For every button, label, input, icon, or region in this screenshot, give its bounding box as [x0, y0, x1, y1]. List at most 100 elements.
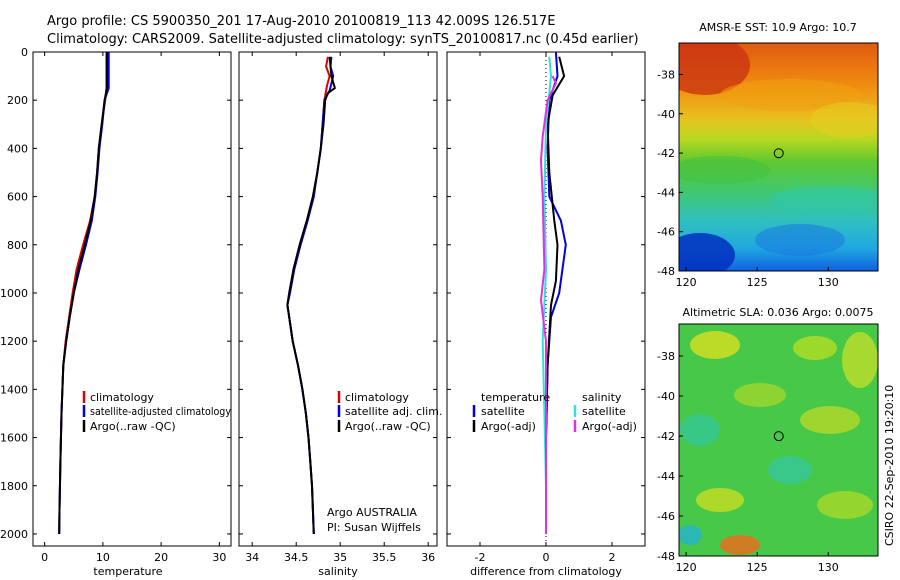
sst-map-frame	[678, 42, 879, 272]
x-tick-label: 34.5	[284, 551, 309, 564]
map-y-tick-label: -40	[657, 390, 675, 403]
legend-label-argo: Argo(..raw -QC)	[345, 420, 431, 433]
series-line-salinity-2	[286, 56, 336, 535]
x-tick-label: 20	[154, 551, 168, 564]
map-y-tick-label: -48	[657, 265, 675, 278]
sst-map-image	[679, 43, 878, 271]
y-tick-label: 400	[7, 142, 28, 155]
map-y-tick-label: -44	[657, 186, 675, 199]
sst-map-axes: 120 125 130 -38 -40 -42 -44 -46 -48	[657, 68, 839, 289]
header-line2: Climatology: CARS2009. Satellite-adjuste…	[47, 32, 639, 47]
salinity-legend: climatology satellite adj. clim. Argo(..…	[337, 391, 442, 433]
difference-xlabel: difference from climatology	[470, 565, 622, 578]
sla-low-patch	[768, 456, 812, 484]
sla-map-axes: 120 125 130 -38 -40 -42 -44 -46 -48	[657, 350, 839, 574]
salinity-xlabel: salinity	[318, 565, 358, 578]
y-tick-label: 0	[21, 46, 28, 59]
legend-label-satellite: satellite adj. clim.	[345, 405, 442, 418]
legend-label-satellite: satellite-adjusted climatology	[90, 405, 231, 418]
x-tick-label: 30	[212, 551, 226, 564]
y-tick-label: 2000	[0, 528, 28, 541]
series-line-difference-1	[545, 56, 566, 534]
sla-high-patch	[696, 488, 744, 512]
x-tick-label: 35.5	[372, 551, 397, 564]
legend-title-salinity: salinity	[582, 391, 622, 404]
sla-map-frame	[678, 323, 879, 557]
sst-cold-patch	[679, 233, 735, 271]
y-tick-label: 1800	[0, 480, 28, 493]
series-line-temperature-2	[58, 52, 108, 535]
header-line1: Argo profile: CS 5900350_201 17-Aug-2010…	[47, 14, 555, 29]
y-tick-label: 200	[7, 94, 28, 107]
map-x-tick-label: 130	[818, 276, 839, 289]
sla-peak-patch	[720, 535, 760, 555]
map-y-tick-label: -42	[657, 147, 675, 160]
salinity-axes	[238, 51, 438, 547]
legend-title-temperature: temperature	[481, 391, 550, 404]
x-tick-label: 0	[41, 551, 48, 564]
sla-high-patch	[842, 332, 878, 388]
map-x-tick-label: 125	[747, 561, 768, 574]
x-tick-label: 34	[245, 551, 259, 564]
salinity-plot: 34 34.5 35 35.5 36	[239, 51, 437, 564]
legend-label-sal-argo: Argo(-adj)	[582, 420, 637, 433]
temperature-axes	[32, 51, 232, 547]
sla-high-patch	[734, 383, 786, 407]
argo-float-marker	[773, 431, 784, 442]
map-x-tick-label: 120	[676, 276, 697, 289]
sla-high-patch	[800, 406, 860, 434]
map-y-tick-label: -46	[657, 226, 675, 239]
pi-label: PI: Susan Wijffels	[327, 521, 421, 534]
legend-label-climatology: climatology	[90, 391, 154, 404]
series-line-temperature-0	[58, 52, 108, 535]
y-tick-label: 1000	[0, 287, 28, 300]
csiro-timestamp: CSIRO 22-Sep-2010 19:20:10	[883, 385, 896, 546]
x-tick-label: 2	[609, 551, 616, 564]
map-y-tick-label: -46	[657, 510, 675, 523]
map-y-tick-label: -48	[657, 550, 675, 563]
sst-warm-patch	[679, 43, 750, 95]
difference-plot: -2 0 2	[447, 51, 645, 564]
temperature-xlabel: temperature	[93, 565, 162, 578]
sla-high-patch	[793, 336, 837, 360]
y-tick-label: 1200	[0, 335, 28, 348]
argo-float-marker	[773, 148, 784, 159]
map-x-tick-label: 120	[676, 561, 697, 574]
legend-label-sal-satellite: satellite	[582, 405, 626, 418]
x-tick-label: 36	[421, 551, 435, 564]
temperature-legend: climatology satellite-adjusted climatolo…	[82, 391, 231, 433]
y-tick-label: 600	[7, 191, 28, 204]
legend-label-climatology: climatology	[345, 391, 409, 404]
x-tick-label: 0	[543, 551, 550, 564]
sla-map-title: Altimetric SLA: 0.036 Argo: 0.0075	[682, 306, 873, 319]
sst-cold-patch	[755, 224, 845, 256]
argo-australia-label: Argo AUSTRALIA	[327, 506, 417, 519]
x-tick-label: -2	[475, 551, 486, 564]
series-line-difference-3	[540, 75, 557, 534]
sst-mid-patch	[720, 79, 860, 111]
map-y-tick-label: -42	[657, 430, 675, 443]
sst-cool-patch	[770, 186, 878, 214]
sst-map-title: AMSR-E SST: 10.9 Argo: 10.7	[699, 21, 857, 34]
x-tick-label: 35	[333, 551, 347, 564]
y-tick-label: 1400	[0, 383, 28, 396]
sla-map-image	[679, 324, 878, 556]
y-tick-label: 1600	[0, 432, 28, 445]
map-y-tick-label: -40	[657, 108, 675, 121]
map-y-tick-label: -38	[657, 68, 675, 81]
sla-low-patch	[680, 414, 720, 446]
map-x-tick-label: 130	[818, 561, 839, 574]
series-line-difference-0	[545, 51, 567, 534]
legend-label-temp-argo: Argo(-adj)	[481, 420, 536, 433]
y-tick-label: 800	[7, 239, 28, 252]
sla-high-patch	[817, 491, 873, 519]
x-tick-label: 10	[96, 551, 110, 564]
legend-label-argo: Argo(..raw -QC)	[90, 420, 176, 433]
map-y-tick-label: -44	[657, 470, 675, 483]
sst-mid-patch	[810, 102, 878, 138]
map-x-tick-label: 125	[747, 276, 768, 289]
map-y-tick-label: -38	[657, 350, 675, 363]
legend-label-temp-satellite: satellite	[481, 405, 525, 418]
sst-cool-patch	[679, 156, 770, 184]
